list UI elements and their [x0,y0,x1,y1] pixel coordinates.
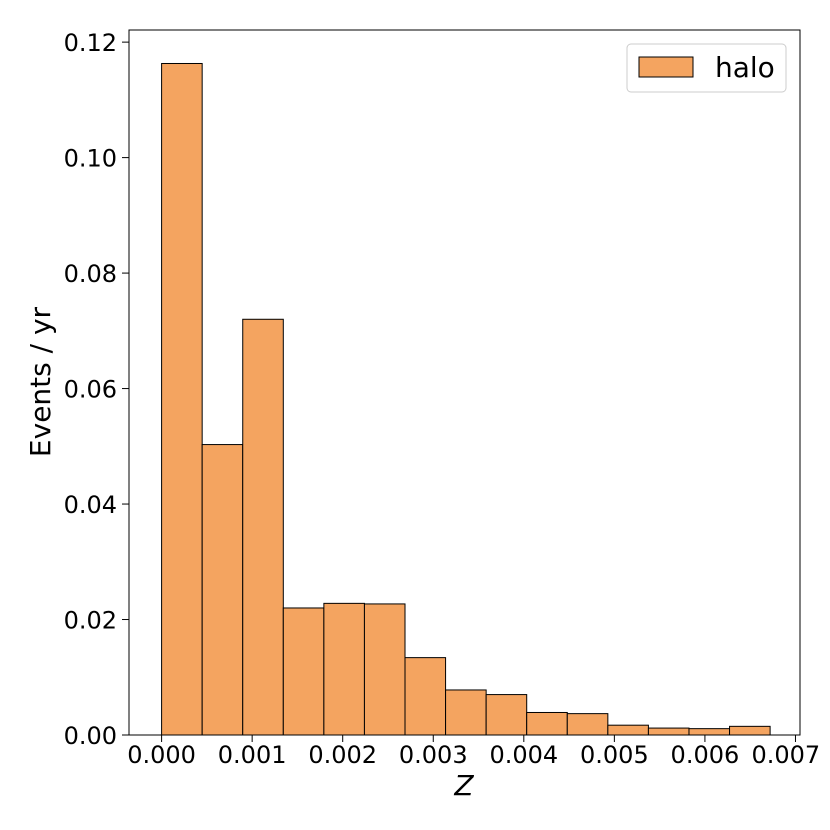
histogram-bar [282,607,325,736]
x-tick-label: 0.000 [127,741,196,769]
histogram-bar [363,603,406,736]
histogram-bar [242,318,284,736]
histogram-bar [485,694,528,736]
bars-group [161,62,771,736]
histogram-bar [323,602,365,736]
histogram-bar [526,711,568,736]
axes-frame [128,29,801,736]
y-tick-label: 0.02 [64,607,117,635]
histogram-bar [647,727,690,736]
histogram-bar [161,62,203,736]
x-tick-label: 0.002 [308,741,377,769]
y-tick-label: 0.10 [64,145,117,173]
y-tick-label: 0.08 [64,260,117,288]
legend-label: halo [715,51,775,84]
y-tick-label: 0.12 [64,29,117,57]
x-tick-label: 0.004 [489,741,558,769]
histogram-bar [445,689,487,736]
y-axis-label: Events / yr [24,306,57,457]
histogram-bar [201,444,244,736]
x-tick-label: 0.005 [580,741,649,769]
x-tick-label: 0.006 [671,741,740,769]
y-tick-label: 0.06 [64,376,117,404]
histogram-bar [566,713,609,736]
x-tick-label: 0.003 [399,741,468,769]
histogram-bar [729,725,771,736]
y-ticks-group: 0.00 0.02 0.04 0.06 0.08 0.10 0.12 [64,29,129,750]
x-ticks-group: 0.000 0.001 0.002 0.003 0.004 0.005 0.006 0.007 [127,735,820,769]
x-tick-label: 0.001 [218,741,287,769]
x-axis-label: Z [453,769,474,802]
histogram-bar [607,724,649,736]
x-tick-label: 0.007 [751,741,820,769]
legend-swatch [638,56,694,78]
y-tick-label: 0.04 [64,491,117,519]
legend: halo [626,43,787,93]
y-tick-label: 0.00 [64,722,117,750]
histogram-bar [688,728,731,736]
histogram-bar [404,657,447,736]
legend-box [626,43,787,93]
